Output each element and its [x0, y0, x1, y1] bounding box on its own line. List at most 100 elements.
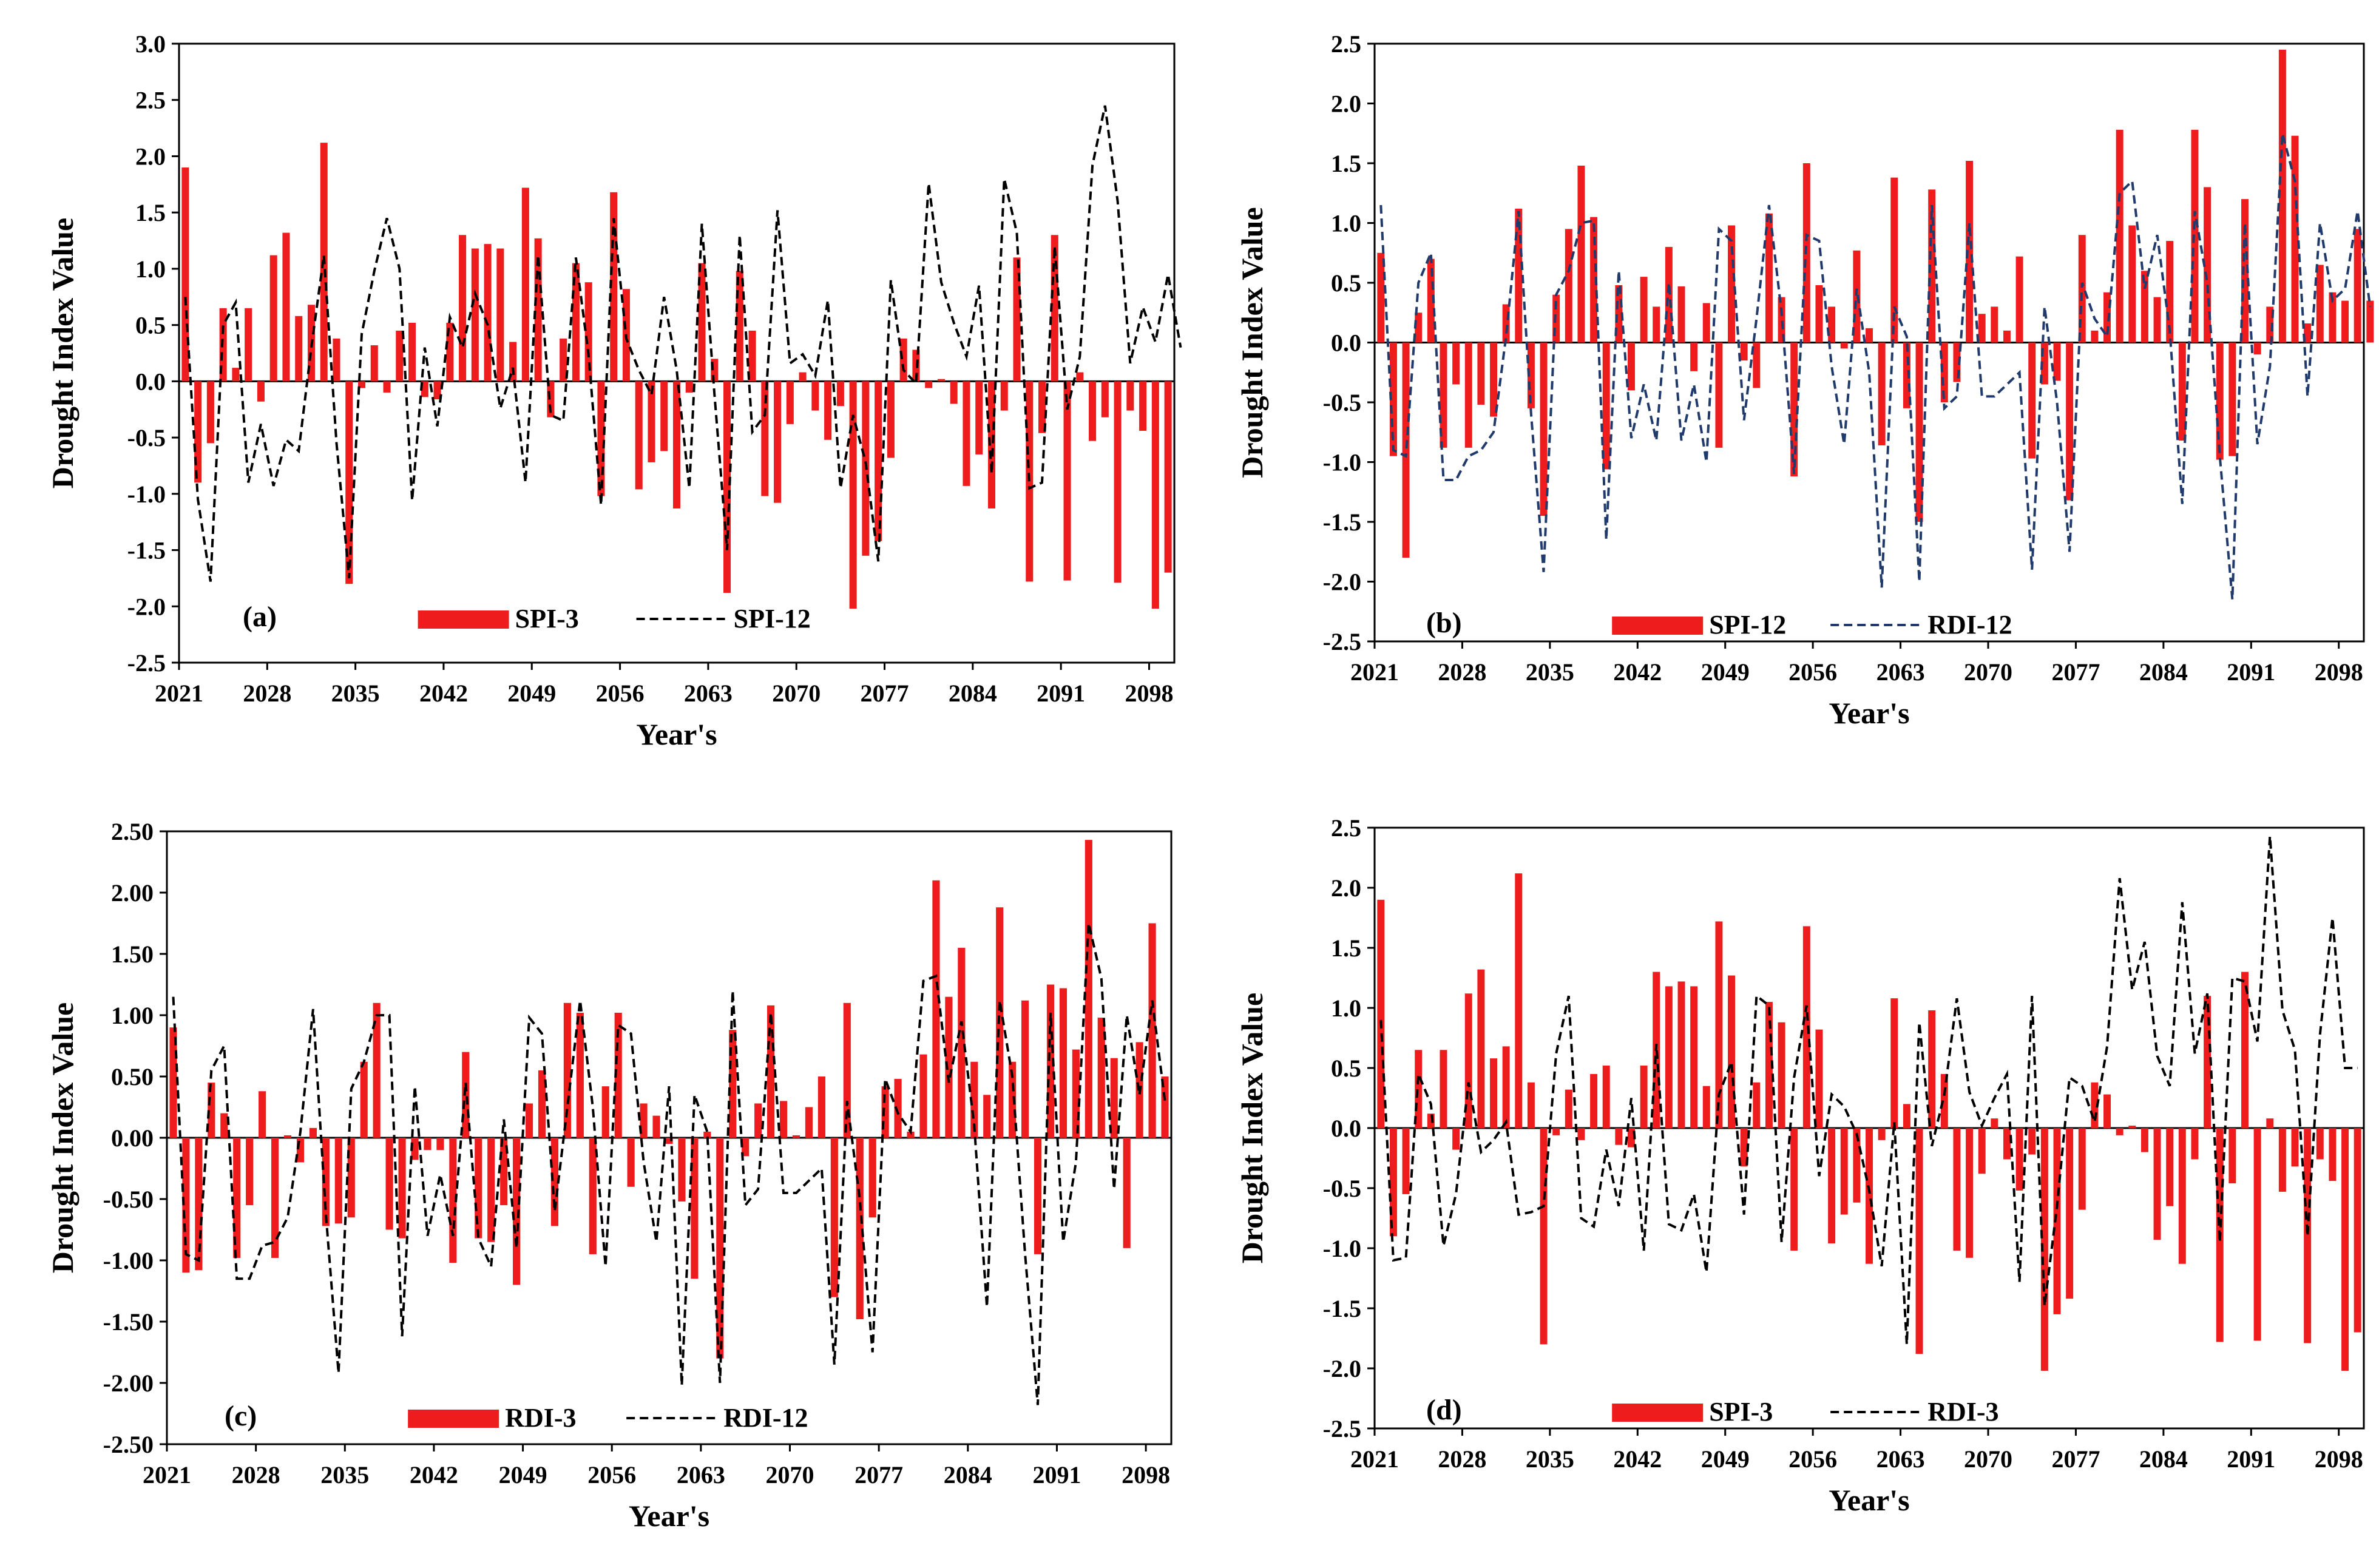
bar	[1440, 342, 1447, 448]
panel-label: (a)	[243, 601, 277, 633]
bar	[1123, 1138, 1131, 1248]
y-axis-label: Drought Index Value	[46, 218, 80, 488]
y-tick-label: 2.5	[135, 87, 166, 114]
bar	[563, 1002, 571, 1138]
y-tick-label: -2.0	[127, 593, 166, 620]
x-axis-label: Year's	[629, 1499, 709, 1533]
x-tick-label: 2042	[1613, 1445, 1662, 1473]
bar	[1072, 1049, 1080, 1138]
bar	[805, 1107, 813, 1138]
chart-panel-a: 3.0 2.5 2.0 1.5 1.0 0.5 0.0 -0.5 -1.0 -1.5 -2.0 -2.…	[0, 0, 1190, 784]
bar	[1966, 161, 1974, 343]
bar	[1477, 969, 1485, 1128]
bar	[970, 1061, 978, 1138]
bar	[2040, 342, 2048, 385]
x-tick-label: 2063	[1876, 1445, 1925, 1473]
bar	[1702, 1086, 1710, 1128]
bar	[2003, 330, 2011, 343]
bar	[521, 188, 529, 382]
bar	[2354, 229, 2361, 343]
bar	[1085, 840, 1092, 1138]
bar	[1076, 372, 1084, 382]
bar	[2040, 1128, 2048, 1371]
bar	[1615, 285, 1623, 343]
bar	[2253, 342, 2261, 355]
x-tick-label: 2028	[1438, 1445, 1486, 1473]
y-tick-label: 3.0	[135, 30, 166, 58]
legend-swatch-bar	[418, 610, 509, 629]
bar	[1515, 208, 1523, 343]
bar	[1740, 1128, 1748, 1167]
bar	[347, 1138, 355, 1218]
bar	[245, 308, 252, 382]
bar	[635, 381, 643, 490]
x-tick-label: 2035	[1526, 1445, 1574, 1473]
x-tick-label: 2049	[507, 680, 556, 707]
bar	[1866, 1128, 1873, 1264]
bar	[1627, 1128, 1635, 1147]
bar	[1702, 303, 1710, 343]
bar	[2003, 1128, 2011, 1160]
x-tick-label: 2070	[766, 1461, 814, 1489]
bar	[932, 880, 940, 1138]
bar	[1715, 342, 1723, 448]
bar	[433, 381, 441, 400]
bar	[2091, 330, 2099, 343]
bar	[2128, 225, 2136, 343]
bar	[1677, 981, 1685, 1128]
bar	[2028, 342, 2036, 459]
bar	[1377, 899, 1385, 1128]
bar	[373, 1002, 381, 1138]
bar	[907, 1131, 915, 1138]
bar	[398, 1138, 406, 1239]
chart-svg-a: 3.0 2.5 2.0 1.5 1.0 0.5 0.0 -0.5 -1.0 -1.5 -2.0 -2.…	[46, 30, 1182, 751]
series-line	[1379, 836, 2358, 1345]
bar	[1161, 1076, 1169, 1138]
bar	[322, 1138, 330, 1226]
y-tick-label: -2.5	[127, 649, 166, 677]
bar	[1690, 986, 1698, 1128]
bar	[761, 381, 769, 496]
y-tick-label: -1.5	[1323, 509, 1361, 536]
y-tick-label: 0.5	[1331, 269, 1361, 297]
y-tick-label: 1.50	[111, 941, 154, 968]
bar	[1890, 998, 1898, 1128]
bar	[459, 235, 467, 382]
bar	[383, 381, 391, 393]
bar	[691, 1138, 699, 1279]
bar	[1490, 1058, 1497, 1128]
bar	[1464, 342, 1472, 448]
bar	[1602, 342, 1610, 470]
bar	[2341, 1128, 2349, 1371]
bar	[2266, 1118, 2274, 1128]
bar	[2028, 1128, 2036, 1155]
bar	[1840, 342, 1848, 349]
bar	[2216, 342, 2224, 460]
bar	[1452, 342, 1460, 385]
y-tick-label: -2.5	[1323, 628, 1361, 655]
bar	[436, 1138, 444, 1151]
x-tick-label: 2056	[587, 1461, 636, 1489]
bar	[1991, 306, 1998, 343]
bar	[181, 167, 189, 382]
bar	[1490, 342, 1497, 417]
bar	[983, 1095, 991, 1138]
bar	[2228, 1128, 2236, 1184]
bar	[2304, 1128, 2312, 1343]
y-tick-label: 2.50	[111, 818, 154, 845]
bar	[887, 381, 895, 458]
y-tick-label: 1.00	[111, 1002, 154, 1029]
bar	[513, 1138, 521, 1285]
y-axis-label: Drought Index Value	[1235, 207, 1269, 478]
bar	[2278, 1128, 2286, 1192]
y-tick-label: 2.0	[1331, 90, 1361, 118]
bar	[945, 996, 953, 1138]
y-tick-label: -0.5	[127, 424, 166, 451]
bar	[1034, 1138, 1042, 1254]
bar	[849, 381, 857, 609]
bar	[919, 1054, 927, 1138]
bar	[1878, 1128, 1886, 1140]
bar	[610, 192, 618, 382]
legend-swatch-bar	[1612, 1404, 1704, 1422]
bar	[1715, 921, 1723, 1128]
